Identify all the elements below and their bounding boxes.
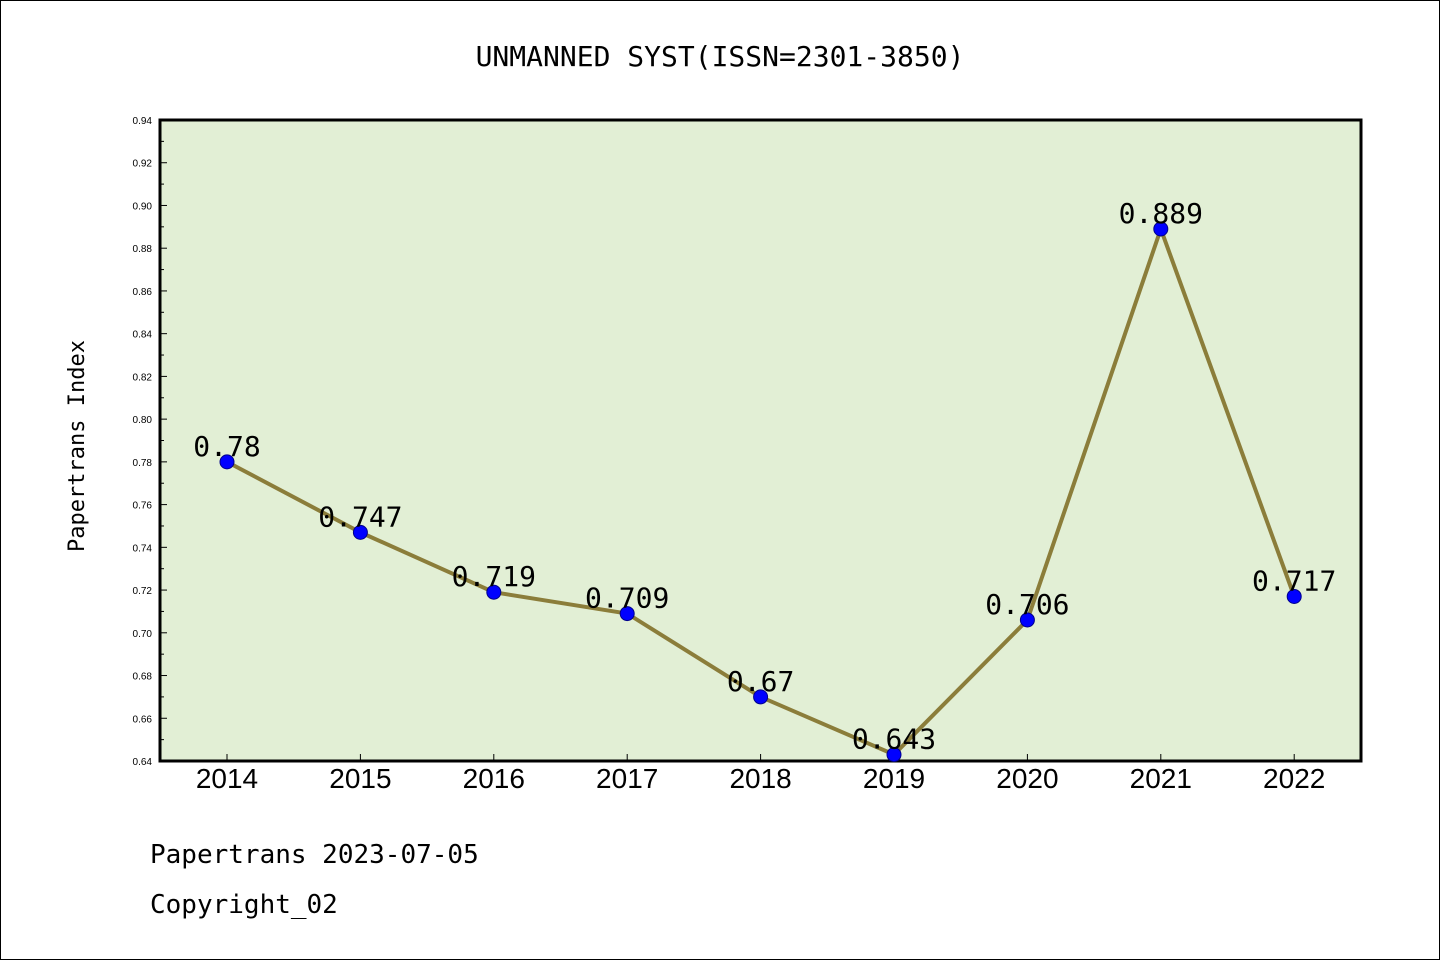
y-tick-label: 0.66 (133, 714, 153, 725)
y-tick-label: 0.82 (133, 372, 153, 383)
data-label: 0.889 (1119, 197, 1203, 230)
x-tick-label: 2015 (329, 763, 391, 794)
footer-copyright: Copyright_02 (150, 890, 338, 920)
x-tick-label: 2017 (596, 763, 658, 794)
y-tick-label: 0.74 (133, 543, 153, 554)
data-point (886, 747, 902, 763)
data-label: 0.717 (1252, 564, 1336, 597)
x-axis-ticks: 2014 2015 2016 2017 2018 2019 2020 2021 2022 (196, 754, 1325, 794)
data-label: 0.706 (985, 588, 1069, 621)
x-tick-label: 2020 (996, 763, 1058, 794)
data-label: 0.67 (727, 665, 794, 698)
y-tick-label: 0.84 (133, 330, 153, 341)
data-label: 0.747 (318, 500, 402, 533)
y-tick-label: 0.90 (133, 201, 153, 212)
data-label: 0.719 (452, 560, 536, 593)
y-axis-label: Papertrans Index (65, 340, 90, 552)
data-label: 0.78 (193, 430, 260, 463)
y-tick-label: 0.88 (133, 244, 153, 255)
y-tick-label: 0.80 (133, 415, 153, 426)
data-point (1286, 588, 1302, 604)
y-tick-label: 0.72 (133, 586, 153, 597)
y-tick-label: 0.76 (133, 501, 153, 512)
data-point (219, 454, 235, 470)
data-point (619, 606, 635, 622)
y-tick-label: 0.94 (133, 116, 153, 127)
y-tick-label: 0.70 (133, 629, 153, 640)
data-point (753, 689, 769, 705)
y-tick-label: 0.86 (133, 287, 153, 298)
data-point (1019, 612, 1035, 628)
x-tick-label: 2014 (196, 763, 258, 794)
data-point (352, 524, 368, 540)
data-point (1153, 221, 1169, 237)
series-layer (219, 221, 1302, 763)
x-tick-label: 2019 (863, 763, 925, 794)
y-tick-label: 0.64 (133, 757, 153, 768)
data-point (486, 584, 502, 600)
x-tick-label: 2021 (1130, 763, 1192, 794)
y-tick-label: 0.92 (133, 159, 153, 170)
x-tick-label: 2022 (1263, 763, 1325, 794)
data-label: 0.709 (585, 582, 669, 615)
data-label: 0.643 (852, 723, 936, 756)
y-tick-label: 0.68 (133, 672, 153, 683)
chart-title: UNMANNED SYST(ISSN=2301-3850) (476, 40, 965, 73)
y-axis-ticks: 0.64 0.66 0.68 0.70 0.72 0.74 0.76 0.78 0.80 0.82… (133, 116, 167, 768)
x-tick-label: 2016 (463, 763, 525, 794)
y-tick-label: 0.78 (133, 458, 153, 469)
data-labels: 0.78 0.747 0.719 0.709 0.67 0.643 0.706 0.889 0.… (193, 197, 1336, 756)
x-tick-label: 2018 (729, 763, 791, 794)
footer-date: Papertrans 2023-07-05 (150, 840, 479, 870)
